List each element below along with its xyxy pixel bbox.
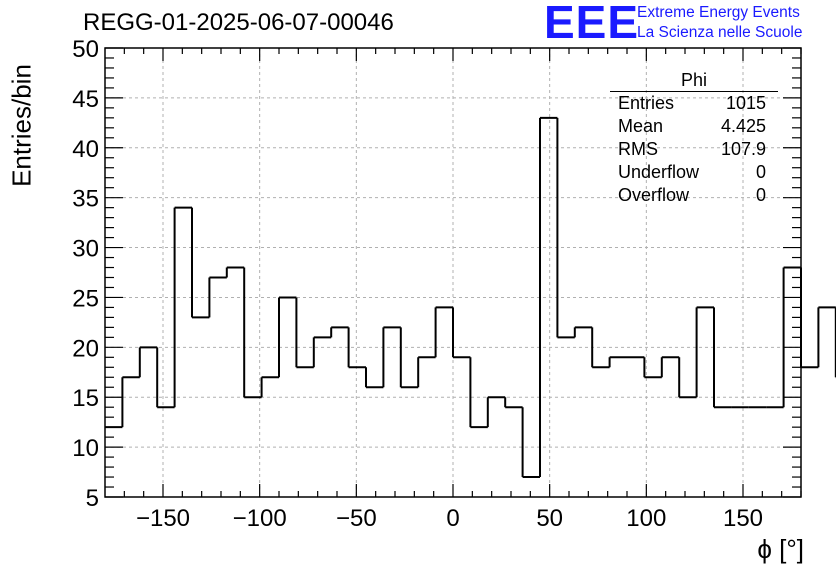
histogram-bin [417, 356, 436, 388]
histogram-bin [452, 307, 471, 359]
y-tick-label: 5 [86, 485, 99, 512]
stats-row-underflow: Underflow 0 [610, 161, 778, 184]
stats-value: 0 [755, 185, 766, 205]
y-axis-label: Entries/bin [6, 64, 37, 187]
histogram-bin [469, 357, 488, 429]
y-tick-label: 50 [72, 36, 99, 63]
histogram-bin [225, 266, 245, 278]
histogram-bin [556, 117, 575, 339]
histogram-bin [173, 206, 192, 408]
stats-value: 0 [755, 162, 766, 182]
x-tick-label: 0 [446, 505, 459, 532]
stats-value: 1015 [725, 93, 766, 113]
histogram-bin [365, 367, 384, 389]
x-tick-label: 50 [536, 505, 563, 532]
histogram-bin [573, 326, 593, 338]
stats-row-mean: Mean 4.425 [610, 115, 778, 138]
histogram-bin [800, 267, 819, 369]
histogram-bin [713, 307, 732, 409]
histogram-bin [156, 347, 175, 409]
stats-row-overflow: Overflow 0 [610, 184, 778, 207]
y-tick-label: 40 [72, 136, 99, 163]
y-tick-label: 45 [72, 86, 99, 113]
stats-row-entries: Entries 1015 [610, 92, 778, 115]
stats-label: Underflow [618, 162, 700, 182]
histogram-bin [243, 267, 262, 399]
x-tick-label: −100 [233, 505, 287, 532]
histogram-bin [660, 356, 680, 378]
stats-label: RMS [618, 139, 658, 159]
stats-value: 107.9 [720, 139, 766, 159]
histogram-bin [260, 376, 279, 398]
x-tick-label: −50 [336, 505, 377, 532]
y-tick-label: 10 [72, 435, 99, 462]
histogram-bin [521, 407, 540, 479]
logo-line-2: La Scienza nelle Scuole [637, 24, 803, 41]
histogram-bin [347, 327, 366, 369]
histogram-bin [295, 297, 314, 369]
histogram-bin [330, 326, 349, 338]
logo-line-1: Extreme Energy Events [637, 4, 800, 21]
stats-label: Overflow [618, 185, 690, 205]
histogram-bin [191, 207, 210, 319]
y-tick-label: 15 [72, 385, 99, 412]
x-tick-label: −150 [136, 505, 190, 532]
histogram-bin [504, 397, 523, 409]
histogram-bin [312, 336, 332, 368]
stats-label: Mean [618, 116, 664, 136]
histogram-bin [138, 346, 158, 378]
stats-row-rms: RMS 107.9 [610, 138, 778, 161]
eee-logo: EEE [544, 0, 640, 48]
stats-label: Entries [618, 93, 675, 113]
x-tick-label: 150 [723, 505, 763, 532]
histogram-bin [434, 306, 453, 358]
histogram-bin [695, 306, 714, 398]
histogram-bin [121, 376, 140, 428]
stats-box: Phi Entries 1015 Mean 4.425 RMS 107.9 Un… [610, 70, 778, 207]
histogram-bin [817, 306, 836, 368]
histogram-bin [278, 296, 297, 378]
y-tick-label: 30 [72, 236, 99, 263]
histogram-bin [591, 327, 610, 369]
histogram-bin [643, 357, 662, 379]
histogram-bin [208, 276, 227, 318]
stats-value: 4.425 [720, 116, 766, 136]
stats-name: Phi [610, 70, 778, 92]
histogram-bin [678, 357, 697, 399]
histogram-bin [382, 326, 401, 388]
y-tick-label: 25 [72, 285, 99, 312]
chart-title: REGG-01-2025-06-07-00046 [83, 9, 394, 36]
histogram-bin [486, 396, 506, 428]
x-tick-label: 100 [626, 505, 666, 532]
histogram-bin [399, 327, 419, 389]
y-tick-label: 20 [72, 335, 99, 362]
histogram-bin [539, 116, 558, 478]
y-tick-label: 35 [72, 186, 99, 213]
x-axis-label: ϕ [°] [757, 534, 804, 564]
histogram-bin [608, 356, 627, 368]
